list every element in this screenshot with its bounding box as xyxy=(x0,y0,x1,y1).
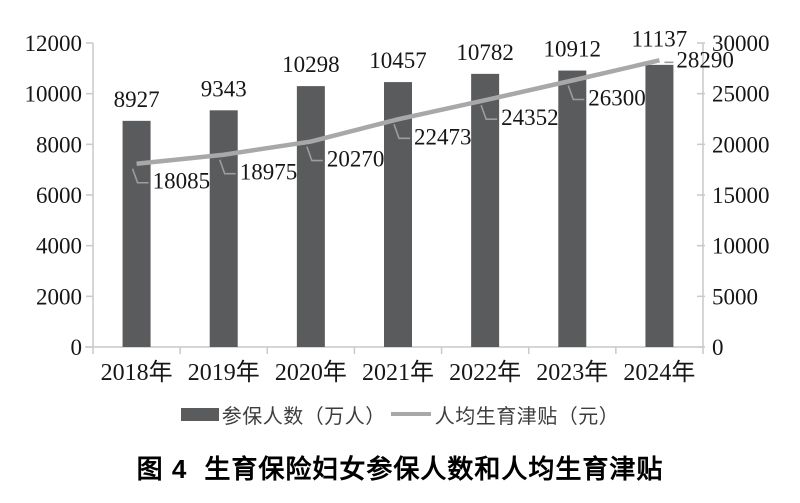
left-axis-tick-label: 10000 xyxy=(25,82,83,107)
x-axis-category-label: 2021年 xyxy=(362,359,434,386)
bar-2018年 xyxy=(122,120,151,347)
right-axis-tick-label: 20000 xyxy=(712,132,770,157)
left-axis-tick-label: 2000 xyxy=(36,284,82,309)
x-axis-category-label: 2020年 xyxy=(275,359,347,386)
bar-series-swatch xyxy=(180,407,219,421)
line-value-label: 18085 xyxy=(153,169,211,194)
bar-value-label: 10912 xyxy=(544,37,602,62)
x-axis-category-label: 2023年 xyxy=(536,359,608,386)
line-label-leader xyxy=(393,124,410,140)
bar-value-label: 11137 xyxy=(632,26,688,51)
x-axis-category-label: 2024年 xyxy=(623,359,695,386)
line-label-leader xyxy=(218,159,236,175)
right-axis-tick-label: 10000 xyxy=(712,234,770,259)
line-value-label: 20270 xyxy=(327,147,385,172)
bar-series-legend-label: 参保人数（万人） xyxy=(221,405,386,428)
bar-2024年 xyxy=(645,64,674,347)
right-axis-tick-label: 15000 xyxy=(712,183,770,208)
bar-2019年 xyxy=(209,110,238,347)
x-axis-category-label: 2022年 xyxy=(449,359,521,386)
combo-chart-canvas: 0 2000 4000 6000 8000 10000 12000 0 5000 10000 150… xyxy=(25,26,770,386)
line-value-label: 28290 xyxy=(676,47,734,72)
bar-value-label: 10782 xyxy=(456,40,514,65)
bar-2020年 xyxy=(296,86,325,347)
right-axis-tick-label: 0 xyxy=(712,335,724,360)
line-label-leader xyxy=(480,104,498,121)
line-value-label: 18975 xyxy=(240,160,298,185)
line-value-label: 24352 xyxy=(501,105,558,130)
line-label-leader xyxy=(131,168,149,184)
left-axis-tick-label: 12000 xyxy=(25,31,83,56)
figure-caption: 图 4 生育保险妇女参保人数和人均生育津贴 xyxy=(0,451,800,487)
left-axis-tick-label: 4000 xyxy=(36,234,82,259)
line-value-label: 22473 xyxy=(414,124,472,149)
line-label-leader xyxy=(306,146,323,162)
left-axis-tick-label: 0 xyxy=(71,335,83,360)
line-label-leader xyxy=(567,85,585,101)
line-series xyxy=(136,58,660,166)
bar-2021年 xyxy=(384,82,412,348)
line-value-label: 26300 xyxy=(588,85,646,110)
figure-caption-number: 图 4 xyxy=(136,454,188,484)
right-axis-tick-label: 5000 xyxy=(712,284,758,309)
line-series-legend-label: 人均生育津贴（元） xyxy=(434,405,620,428)
x-axis-category-label: 2018年 xyxy=(101,359,173,386)
bar-value-label: 10457 xyxy=(369,48,427,73)
bar-value-label: 8927 xyxy=(114,87,160,112)
left-axis-tick-label: 8000 xyxy=(36,132,82,157)
line-series-swatch xyxy=(390,412,431,416)
x-axis-category-label: 2019年 xyxy=(188,359,260,386)
figure-caption-title: 生育保险妇女参保人数和人均生育津贴 xyxy=(204,454,664,484)
right-axis-tick-label: 25000 xyxy=(712,82,770,107)
right-axis-tick-label: 30000 xyxy=(712,31,770,56)
chart-legend: 参保人数（万人） 人均生育津贴（元） xyxy=(0,401,800,428)
bar-value-label: 9343 xyxy=(201,76,247,101)
left-axis-tick-label: 6000 xyxy=(36,183,82,208)
bar-value-label: 10298 xyxy=(282,52,340,77)
bar-2023年 xyxy=(558,70,587,347)
